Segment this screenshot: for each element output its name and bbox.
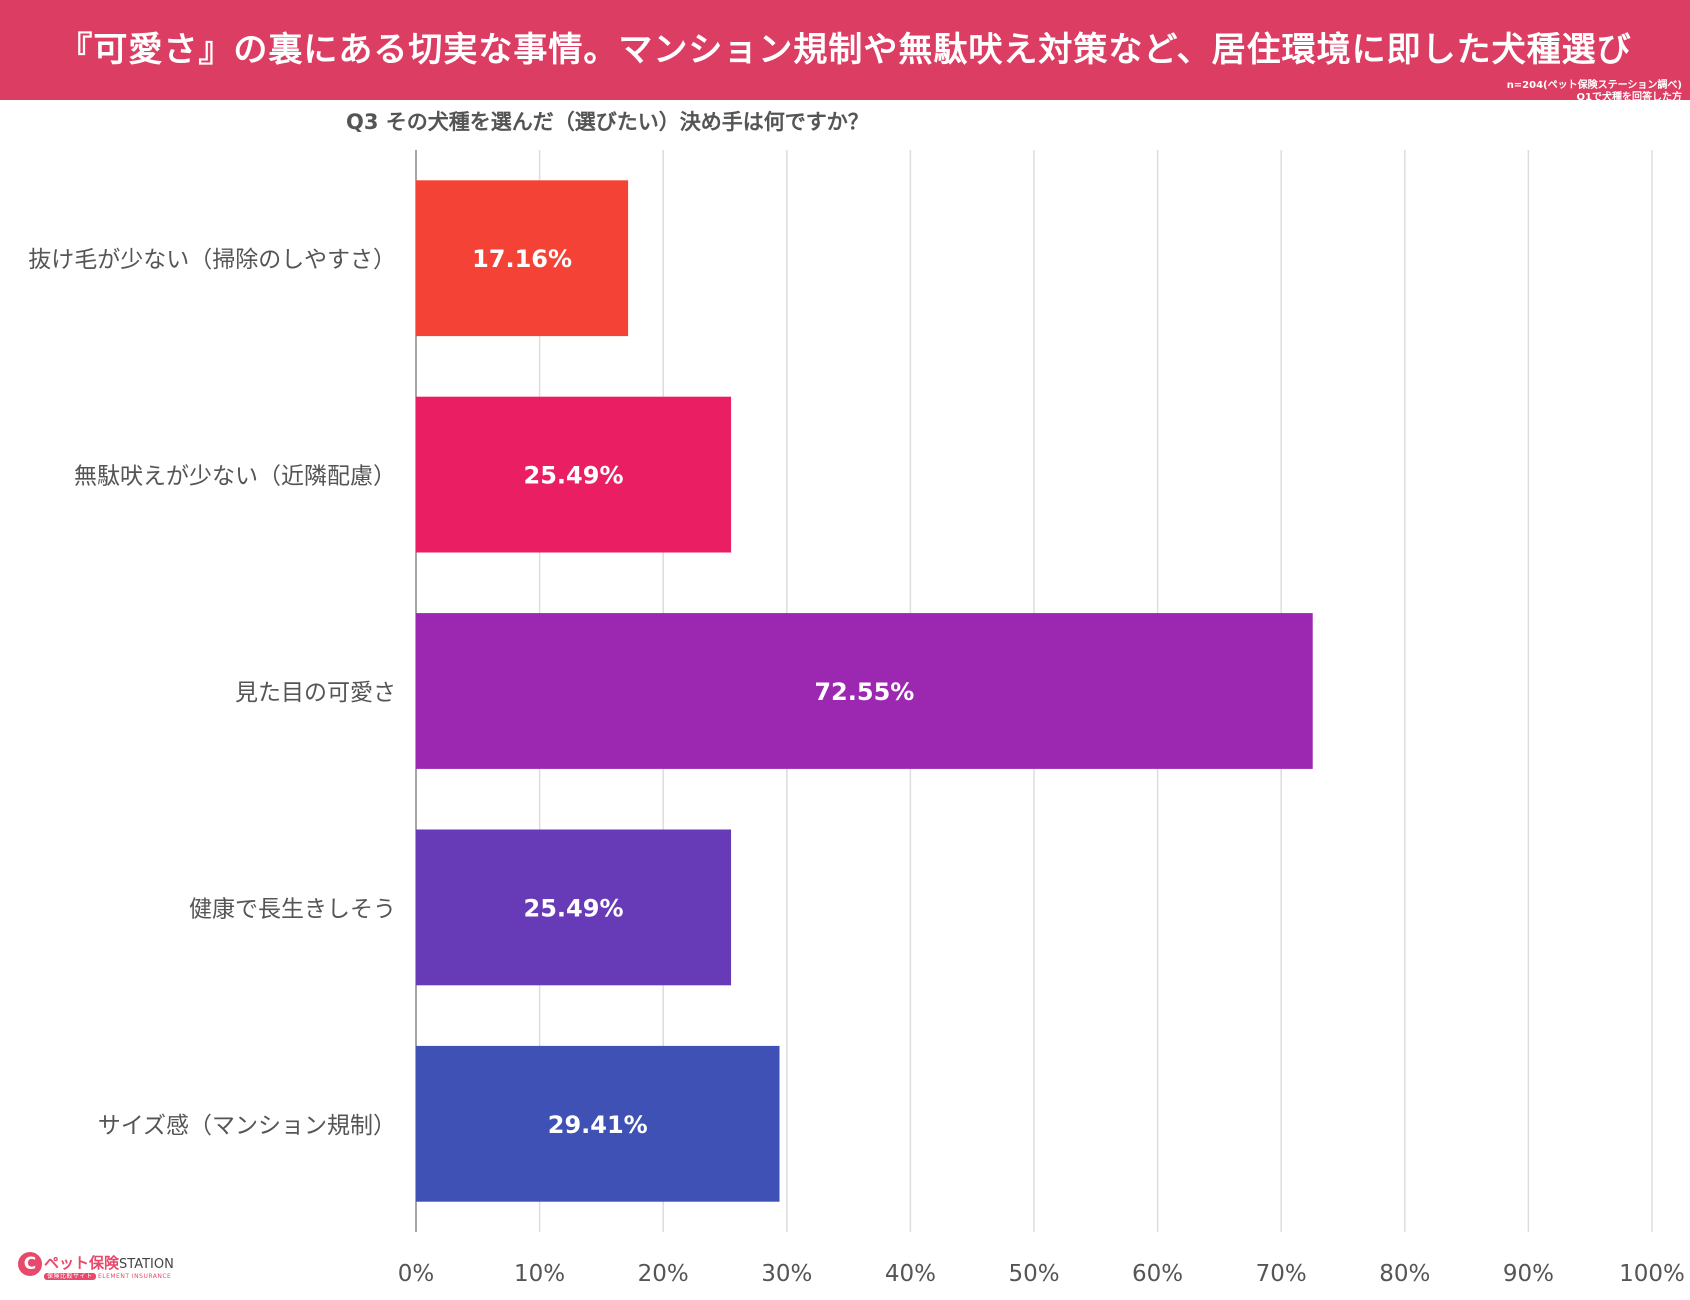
bar-value-label: 25.49% <box>524 462 624 490</box>
sample-size-note: n=204(ペット保険ステーション調べ) <box>1506 80 1682 91</box>
respondent-note: Q1で犬種を回答した方 <box>1576 92 1682 103</box>
x-tick-label: 40% <box>885 1261 936 1287</box>
logo-sub-text: ELEMENT INSURANCE <box>97 1273 172 1280</box>
bar-value-label: 17.16% <box>472 245 572 273</box>
x-tick-label: 70% <box>1256 1261 1307 1287</box>
logo-station: STATION <box>119 1257 174 1272</box>
category-label: サイズ感（マンション規制） <box>98 1113 396 1139</box>
category-label: 見た目の可愛さ <box>235 680 396 706</box>
bar-value-label: 25.49% <box>524 894 624 922</box>
x-tick-label: 80% <box>1379 1261 1430 1287</box>
bar <box>416 1045 780 1202</box>
x-tick-label: 10% <box>514 1261 565 1287</box>
header-banner: 『可愛さ』の裏にある切実な事情。マンション規制や無駄吠え対策など、居住環境に即し… <box>0 0 1690 103</box>
bar <box>416 829 732 986</box>
logo-mark-icon: C <box>18 1252 42 1276</box>
category-label: 抜け毛が少ない（掃除のしやすさ） <box>28 247 396 273</box>
x-tick-label: 90% <box>1503 1261 1554 1287</box>
x-tick-label: 100% <box>1619 1261 1685 1287</box>
x-tick-label: 50% <box>1008 1261 1059 1287</box>
x-tick-label: 60% <box>1132 1261 1183 1287</box>
question-title: Q3 その犬種を選んだ（選びたい）決め手は何ですか？ <box>346 110 869 134</box>
bar <box>416 613 1313 769</box>
x-tick-label: 20% <box>638 1261 689 1287</box>
logo-sub-pill: 保険比較サイト <box>44 1273 96 1280</box>
category-label: 健康で長生きしそう <box>189 896 396 922</box>
bar <box>416 180 629 337</box>
x-tick-label: 30% <box>761 1261 812 1287</box>
bar-value-label: 72.55% <box>814 678 914 706</box>
logo-name: ペット保険 <box>44 1254 120 1272</box>
category-label: 無駄吠えが少ない（近隣配慮） <box>74 464 396 490</box>
bar-value-label: 29.41% <box>548 1111 648 1139</box>
bar <box>416 396 732 553</box>
x-tick-label: 0% <box>398 1261 435 1287</box>
page-title: 『可愛さ』の裏にある切実な事情。マンション規制や無駄吠え対策など、居住環境に即し… <box>58 30 1632 70</box>
